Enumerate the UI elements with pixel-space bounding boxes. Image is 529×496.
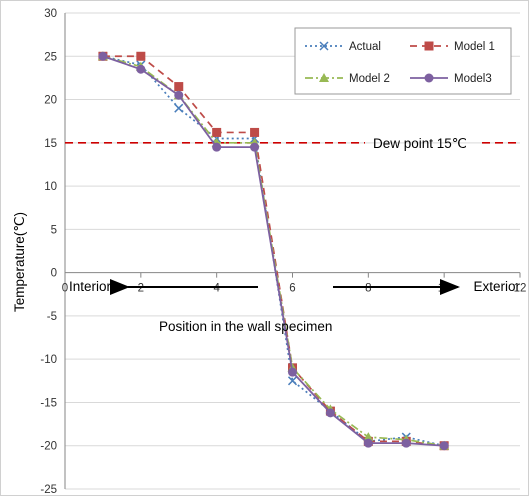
data-point-marker: [363, 432, 374, 442]
data-point-marker: [250, 127, 260, 137]
legend-box: [294, 27, 512, 95]
interior-label: Interior: [69, 279, 112, 294]
y-tick-label: -25: [40, 484, 57, 496]
legend: Actual Model 1 Model 2 Model3: [294, 27, 512, 95]
marker-stroke: [319, 41, 329, 51]
y-tick-label: 0: [51, 268, 57, 280]
y-tick-label: 25: [44, 51, 57, 63]
data-point-marker: [136, 51, 146, 61]
y-tick-label: 20: [44, 95, 57, 107]
y-tick-label: 30: [44, 8, 57, 20]
data-point-marker: [325, 408, 335, 418]
y-tick-label: 15: [44, 138, 57, 150]
y-tick-label: -20: [40, 441, 57, 453]
data-point-marker: [319, 41, 329, 51]
dew-point-label: Dew point 15℃: [373, 136, 467, 151]
data-point-marker: [288, 367, 297, 377]
annotations: Interior Position in the wall specimen Ext…: [69, 279, 521, 334]
x-tick-label: 8: [365, 283, 371, 295]
y-tick-label: -15: [40, 397, 57, 409]
y-tick-label: -10: [40, 354, 57, 366]
legend-entry: Actual: [305, 41, 381, 53]
x-tick-label: 2: [138, 283, 144, 295]
data-point-marker: [98, 51, 108, 61]
series-line: [102, 55, 445, 447]
exterior-label: Exterior: [473, 279, 520, 294]
legend-entry: Model 2: [305, 73, 390, 85]
x-tick-label: 12: [514, 283, 527, 295]
x-tick-label: 0: [62, 283, 68, 295]
data-point-marker: [287, 376, 298, 386]
legend-entry: Model3: [410, 73, 492, 85]
data-point-marker: [424, 73, 434, 83]
marker-stroke: [287, 376, 298, 386]
legend-label: Model3: [454, 73, 492, 85]
data-point-marker: [136, 64, 146, 74]
data-point-marker: [363, 438, 373, 448]
series-group: [97, 51, 450, 451]
marker-stroke: [174, 103, 184, 113]
series-model3: [98, 51, 449, 451]
legend-entry: Model 1: [410, 41, 495, 53]
legend-label: Model 2: [349, 73, 390, 85]
y-axis-label: Temperature(℃): [12, 212, 27, 312]
data-point-marker: [401, 438, 411, 448]
axes: [64, 13, 521, 489]
x-tick-label: 6: [289, 283, 295, 295]
data-point-marker: [212, 127, 222, 137]
data-point-marker: [174, 82, 184, 92]
legend-label: Actual: [349, 41, 381, 53]
data-point-marker: [319, 73, 329, 82]
y-tick-label: -5: [47, 311, 57, 323]
data-point-marker: [174, 103, 184, 113]
position-label: Position in the wall specimen: [159, 319, 332, 334]
x-tick-label: 10: [438, 283, 451, 295]
data-point-marker: [439, 441, 449, 451]
y-tick-label: 5: [51, 224, 57, 236]
data-point-marker: [174, 90, 184, 100]
data-point-marker: [212, 142, 222, 152]
data-point-marker: [250, 142, 260, 152]
x-tick-label: 4: [213, 283, 220, 295]
y-tick-label: 10: [44, 181, 57, 193]
series-line: [102, 55, 445, 447]
legend-label: Model 1: [454, 41, 495, 53]
data-point-marker: [424, 41, 434, 51]
y-tick-labels: -25 -20 -15 -10 -5 0 5 10 15 20 25 30: [40, 8, 57, 496]
